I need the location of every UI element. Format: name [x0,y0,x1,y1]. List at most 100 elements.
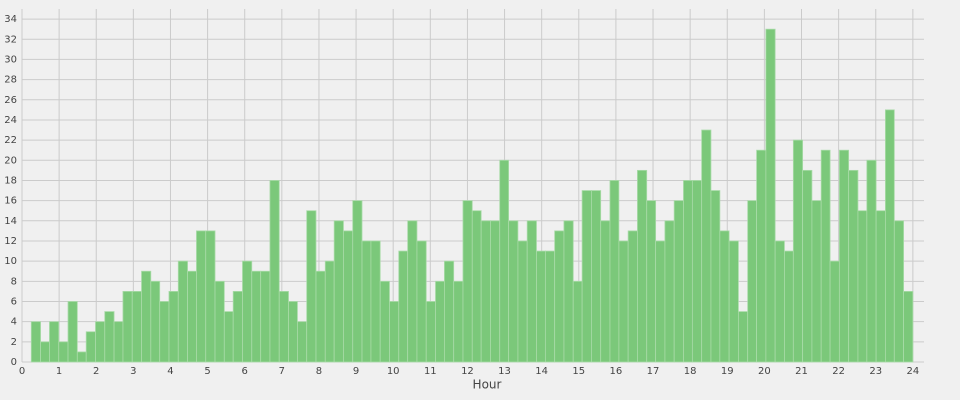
x-tick-label: 19 [721,366,734,377]
bar [361,240,372,363]
x-tick-label: 7 [279,366,285,377]
bar [76,351,87,363]
y-tick-label: 4 [11,317,17,328]
bar [333,220,344,363]
bar [159,301,170,363]
bar [67,301,78,363]
x-tick-label: 17 [647,366,660,377]
bar [618,240,629,363]
bar [131,290,142,363]
bar [30,321,41,363]
bar [343,230,354,363]
bar [122,290,133,363]
bar [187,270,197,363]
x-tick-label: 2 [93,366,99,377]
bar [544,250,556,363]
bar [196,230,207,363]
y-tick-label: 26 [4,95,17,106]
bar [324,260,335,363]
bar [260,270,271,363]
bar [398,250,409,363]
bar [728,240,739,363]
y-tick-label: 32 [4,34,17,45]
bar [508,220,519,363]
x-tick-label: 15 [572,366,585,377]
bar [784,250,794,363]
bar [526,220,537,363]
x-tick-label: 12 [461,366,474,377]
bar [829,260,840,363]
bar [490,220,501,363]
bar [242,260,253,363]
y-tick-label: 18 [4,175,17,186]
bar [738,311,749,363]
bar [792,139,804,363]
y-tick-label: 10 [4,256,17,267]
x-tick-label: 13 [498,366,511,377]
bar [416,240,427,363]
y-tick-label: 12 [4,236,17,247]
bar [756,149,767,363]
bar [232,290,243,363]
bar [278,290,289,363]
bar [352,200,363,363]
x-tick-label: 1 [56,366,62,377]
bar [517,240,528,363]
bar [765,28,776,363]
bar [251,270,262,363]
x-tick-label: 6 [242,366,248,377]
x-tick-label: 9 [353,366,359,377]
x-tick-label: 22 [832,366,845,377]
x-tick-label: 4 [167,366,173,377]
y-tick-label: 0 [11,357,17,368]
bar [205,230,216,363]
bar [315,270,326,363]
bar [453,280,464,363]
bar [848,169,859,363]
x-tick-label: 23 [869,366,882,377]
bar [389,301,400,363]
bar [499,159,510,363]
bar [480,220,491,363]
bar [903,290,914,363]
y-tick-label: 14 [4,216,17,227]
bar [177,260,188,363]
y-tick-label: 6 [11,296,17,307]
bar [701,129,712,363]
bar [407,220,418,363]
bar [462,200,473,363]
y-tick-label: 24 [4,115,17,126]
y-tick-label: 2 [11,337,17,348]
bar [811,200,822,363]
bar [425,301,436,363]
x-tick-label: 10 [387,366,400,377]
bar [673,200,684,363]
y-tick-label: 22 [4,135,17,146]
bar [710,190,721,363]
bar [214,280,225,363]
x-tick-label: 21 [795,366,808,377]
bar [223,311,234,363]
bar [288,301,298,363]
bar [600,220,611,363]
bar [857,210,868,363]
bar [637,169,648,363]
bar [435,280,445,363]
y-tick-label: 8 [11,276,17,287]
bar [370,240,381,363]
bar [866,159,877,363]
bar [774,240,785,363]
y-tick-label: 20 [4,155,17,166]
bar [85,331,96,363]
bar [471,210,482,363]
bar [554,230,565,363]
x-tick-label: 5 [204,366,210,377]
bar [627,230,638,363]
x-tick-label: 3 [130,366,136,377]
x-tick-label: 20 [758,366,771,377]
bar [664,220,675,363]
bar [379,280,390,363]
bar [40,341,50,363]
bar [49,321,60,363]
